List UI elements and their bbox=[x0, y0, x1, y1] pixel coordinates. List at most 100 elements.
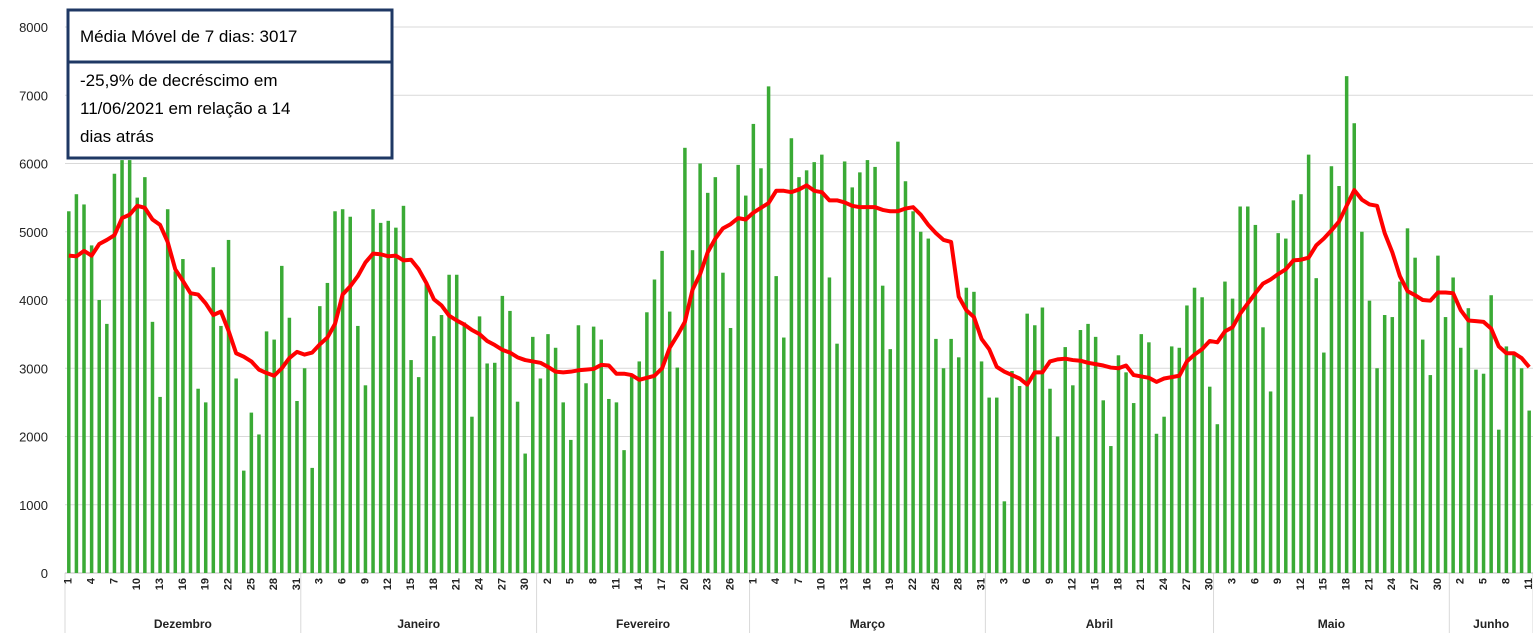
x-tick-label: 9 bbox=[1044, 578, 1056, 584]
bar bbox=[903, 181, 908, 573]
bar bbox=[873, 166, 877, 573]
bar bbox=[827, 277, 832, 573]
x-tick-label: 5 bbox=[565, 578, 577, 584]
bar bbox=[1017, 385, 1022, 573]
bar bbox=[1428, 375, 1433, 573]
x-tick-label: 12 bbox=[382, 578, 394, 590]
x-tick-label: 24 bbox=[1158, 577, 1170, 590]
x-tick-label: 12 bbox=[1295, 578, 1307, 590]
annotation-text: 11/06/2021 em relação a 14 bbox=[80, 99, 290, 118]
bar bbox=[1215, 424, 1220, 573]
bar bbox=[234, 378, 238, 573]
bar bbox=[143, 177, 147, 573]
x-tick-label: 10 bbox=[816, 578, 828, 590]
bar bbox=[774, 276, 778, 573]
bar bbox=[470, 416, 474, 573]
bar bbox=[1299, 194, 1303, 573]
bar bbox=[1398, 281, 1402, 573]
bar bbox=[1048, 388, 1052, 573]
bar bbox=[736, 164, 740, 574]
bar bbox=[318, 306, 322, 573]
bar bbox=[257, 434, 261, 573]
x-tick-label: 16 bbox=[861, 578, 873, 590]
x-tick-label: 24 bbox=[473, 577, 485, 590]
x-tick-label: 31 bbox=[291, 578, 303, 590]
bar bbox=[1504, 346, 1509, 573]
bar bbox=[211, 267, 216, 573]
x-tick-label: 14 bbox=[633, 577, 645, 590]
bar bbox=[645, 312, 649, 573]
annotation-box bbox=[66, 8, 394, 64]
x-tick-label: 2 bbox=[1455, 578, 1467, 584]
bar bbox=[766, 86, 771, 573]
bar bbox=[1200, 297, 1204, 573]
bar bbox=[356, 325, 360, 573]
bar bbox=[97, 300, 101, 573]
bar bbox=[302, 368, 307, 573]
bar bbox=[1352, 123, 1357, 574]
bar bbox=[637, 361, 642, 573]
bar bbox=[987, 397, 991, 573]
bar bbox=[1002, 501, 1007, 573]
bar bbox=[1154, 433, 1159, 573]
bar bbox=[949, 338, 953, 573]
bar bbox=[629, 375, 634, 573]
bar bbox=[1443, 317, 1448, 573]
bar bbox=[1390, 317, 1395, 573]
x-tick-label: 28 bbox=[268, 578, 280, 590]
y-tick-label: 2000 bbox=[19, 430, 48, 445]
x-tick-label: 26 bbox=[724, 578, 736, 590]
x-tick-label: 19 bbox=[200, 578, 212, 590]
bar bbox=[378, 222, 383, 573]
bar bbox=[1360, 231, 1364, 573]
bar bbox=[911, 211, 915, 573]
bar bbox=[424, 282, 429, 573]
x-tick-label: 15 bbox=[1318, 578, 1330, 590]
bar bbox=[432, 336, 436, 573]
bar bbox=[858, 172, 862, 573]
x-tick-label: 24 bbox=[1386, 577, 1398, 590]
bar bbox=[485, 363, 489, 573]
x-tick-label: 4 bbox=[86, 577, 98, 584]
bar bbox=[614, 402, 619, 573]
x-tick-label: 27 bbox=[1409, 578, 1421, 590]
bar bbox=[1116, 355, 1121, 573]
bar bbox=[576, 325, 581, 573]
bar bbox=[340, 209, 345, 574]
moving-average-line bbox=[68, 183, 1531, 387]
x-tick-label: 3 bbox=[1226, 578, 1238, 584]
x-tick-label: 3 bbox=[314, 578, 326, 584]
bar bbox=[1268, 391, 1273, 573]
bar bbox=[1223, 281, 1227, 573]
x-tick-label: 15 bbox=[405, 578, 417, 590]
x-tick-label: 4 bbox=[770, 577, 782, 584]
bar bbox=[523, 453, 527, 573]
x-tick-label: 30 bbox=[1432, 578, 1444, 590]
bar bbox=[287, 317, 292, 573]
bar bbox=[226, 239, 231, 573]
bar bbox=[1451, 277, 1455, 573]
bar bbox=[1071, 385, 1075, 573]
bar bbox=[272, 339, 276, 573]
bar bbox=[1078, 330, 1083, 573]
month-label: Dezembro bbox=[154, 617, 212, 631]
y-tick-label: 5000 bbox=[19, 225, 48, 240]
y-tick-label: 3000 bbox=[19, 361, 48, 376]
bar bbox=[591, 326, 596, 573]
bar bbox=[1375, 368, 1379, 573]
bar bbox=[1489, 295, 1493, 573]
x-tick-label: 22 bbox=[907, 578, 919, 590]
bar bbox=[295, 401, 299, 573]
bar bbox=[348, 216, 352, 574]
x-tick-label: 6 bbox=[337, 578, 349, 584]
bar bbox=[979, 361, 984, 573]
bar bbox=[150, 321, 155, 573]
bar bbox=[1238, 206, 1242, 573]
x-tick-label: 8 bbox=[1500, 578, 1512, 584]
bar bbox=[1040, 307, 1045, 573]
bar bbox=[447, 274, 451, 573]
x-tick-label: 10 bbox=[131, 578, 143, 590]
x-tick-label: 20 bbox=[679, 578, 691, 590]
bar bbox=[622, 450, 626, 573]
bar bbox=[120, 160, 124, 573]
